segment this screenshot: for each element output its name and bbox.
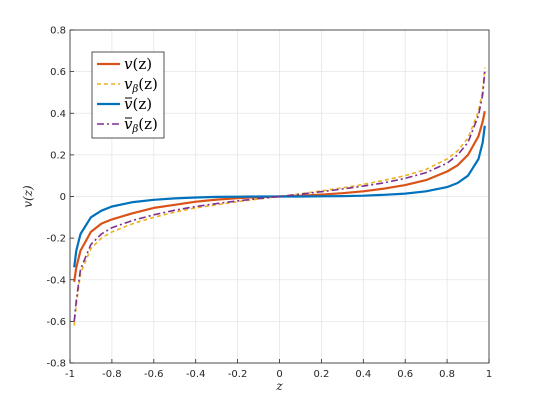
x-tick-label: 0 [276,369,282,380]
legend-label-arg: (z) [132,95,152,113]
x-tick-label: -1 [65,369,75,380]
legend-label-0: v(z) [124,55,152,73]
legend-label-base: v [124,55,133,73]
legend-label-subscript: β [131,84,138,95]
x-tick-label: 0.4 [355,369,371,380]
y-tick-label: 0.4 [50,109,66,120]
axis-ticks: -1 -0.8 -0.6 -0.4 -0.2 0 0.2 0.4 0.6 0.8 1-0.8-0.6… [46,26,492,381]
y-tick-label: 0.8 [50,26,66,37]
x-tick-label: 1 [486,369,492,380]
x-tick-label: -0.4 [186,369,206,380]
legend-label-arg: (z) [138,115,158,133]
y-tick-label: 0.2 [50,150,66,161]
legend-label-arg: (z) [138,75,158,93]
legend-label-1: vβ(z) [124,75,158,95]
series-layer [73,67,486,326]
legend-label-base: v [124,115,133,133]
y-tick-label: -0.8 [46,359,66,370]
x-tick-label: 0.2 [313,369,329,380]
y-axis-label: v(z) [21,185,35,208]
series-line-1 [73,67,486,326]
legend-label-base: v [124,75,133,93]
x-tick-label: 0.8 [439,369,455,380]
x-tick-label: -0.6 [144,369,164,380]
legend-label-arg: (z) [132,55,152,73]
x-axis-label: z [275,379,283,393]
x-tick-label: -0.8 [102,369,122,380]
series-line-2 [73,125,486,268]
y-tick-label: -0.6 [46,317,66,328]
legend-label-3: vβ(z) [124,115,158,135]
y-tick-label: -0.2 [46,234,66,245]
legend: v(z)vβ(z)v(z)vβ(z) [91,51,165,139]
y-tick-label: 0.6 [50,67,66,78]
legend-label-subscript: β [131,124,138,135]
y-tick-label: 0 [60,192,66,203]
y-tick-label: -0.4 [46,275,66,286]
x-tick-label: 0.6 [397,369,413,380]
x-tick-label: -0.2 [228,369,248,380]
legend-label-2: v(z) [124,95,152,113]
legend-label-base: v [124,95,133,113]
